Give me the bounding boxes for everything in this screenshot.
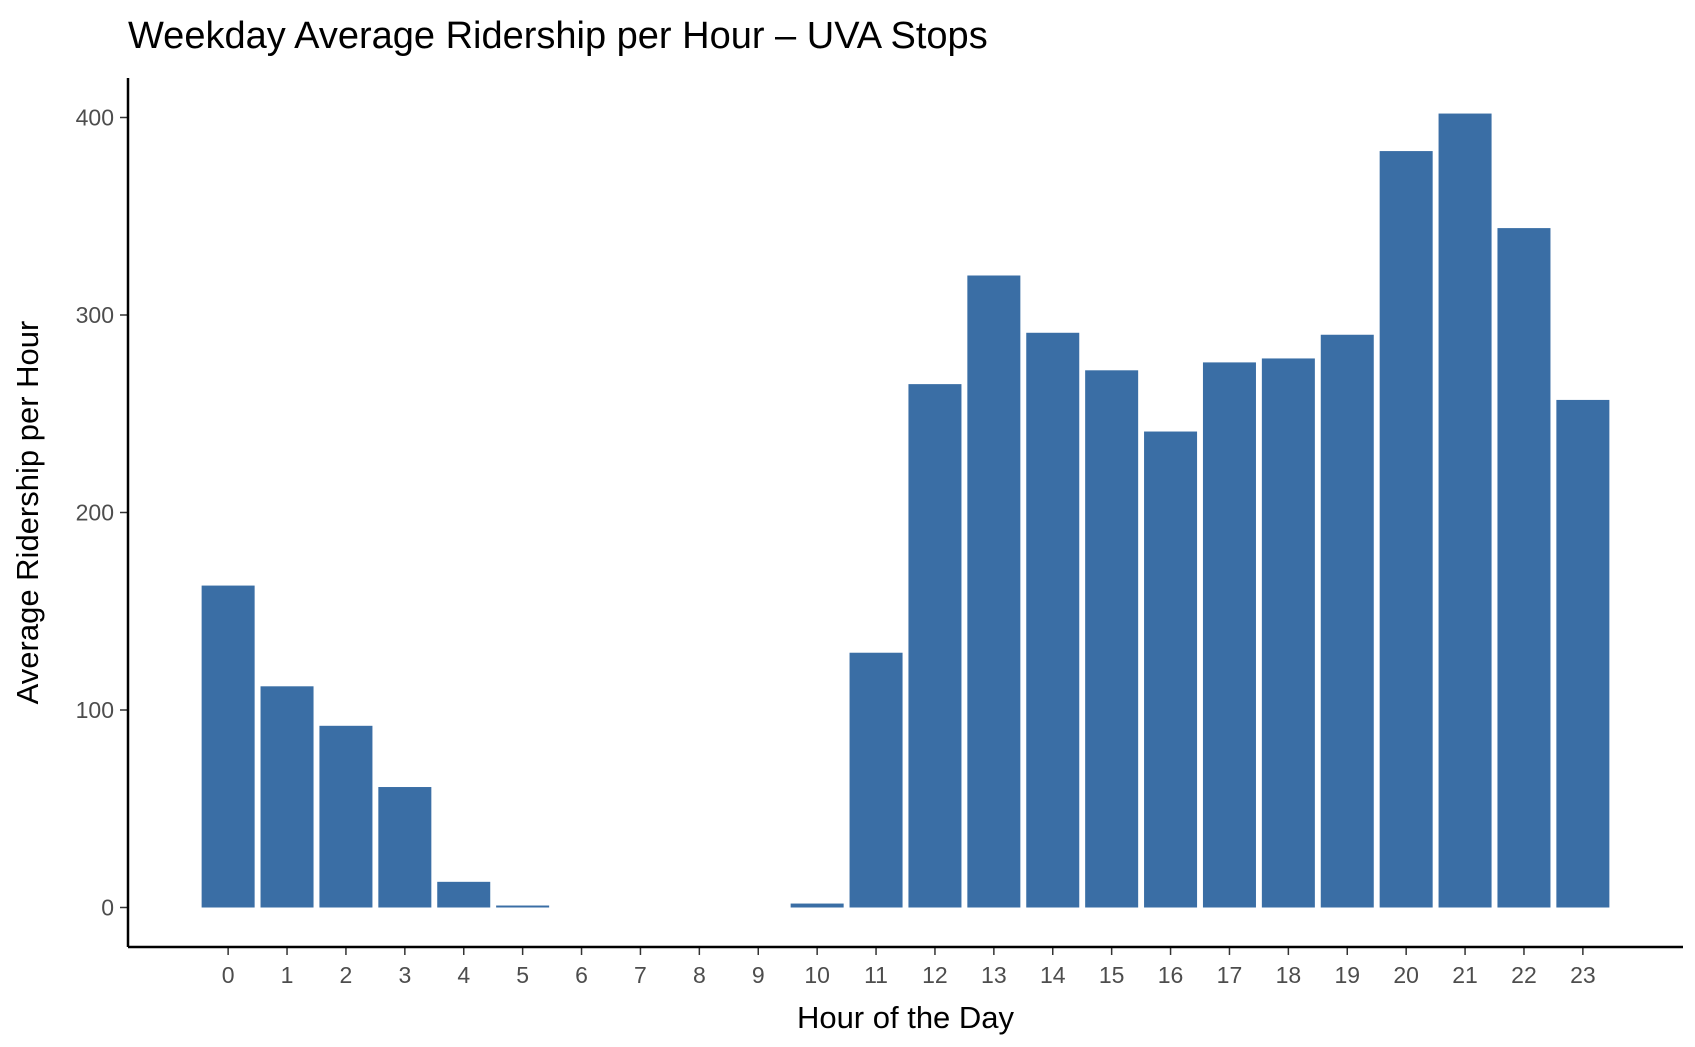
x-tick-label: 8 (693, 962, 706, 988)
x-tick-label: 7 (634, 962, 647, 988)
chart-title: Weekday Average Ridership per Hour – UVA… (128, 15, 988, 57)
x-tick-label: 1 (281, 962, 294, 988)
bar-hour-14 (1026, 332, 1080, 908)
x-tick-label: 19 (1334, 962, 1360, 988)
y-tick-label: 100 (76, 697, 114, 723)
x-tick-label: 18 (1276, 962, 1302, 988)
x-tick-label: 4 (457, 962, 470, 988)
x-tick-label: 11 (864, 962, 888, 988)
x-tick-label: 12 (922, 962, 948, 988)
x-tick-label: 22 (1511, 962, 1537, 988)
y-axis-ticks: 0 100 200 300 400 (76, 105, 128, 921)
bar-hour-5 (496, 905, 550, 908)
bar-hour-4 (437, 881, 491, 908)
bar-hour-12 (908, 384, 962, 908)
bar-hour-13 (967, 275, 1021, 908)
x-tick-label: 10 (804, 962, 830, 988)
x-tick-label: 20 (1393, 962, 1419, 988)
x-tick-label: 16 (1158, 962, 1184, 988)
y-tick-label: 0 (101, 895, 114, 921)
bar-hour-3 (378, 787, 432, 908)
bar-hour-19 (1320, 334, 1374, 908)
y-axis-title: Average Ridership per Hour (10, 321, 45, 705)
bar-hour-18 (1261, 358, 1315, 908)
bar-hour-15 (1085, 370, 1139, 908)
x-tick-label: 14 (1040, 962, 1066, 988)
bar-hour-11 (849, 652, 903, 908)
bar-hour-1 (260, 686, 314, 908)
bar-hour-21 (1438, 113, 1492, 908)
y-tick-label: 200 (76, 500, 114, 526)
y-tick-label: 300 (76, 302, 114, 328)
x-axis-ticks: 0 1 2 3 4 5 6 7 8 9 10 11 12 13 14 15 16 17 18 19 20 21 22 23 (222, 947, 1596, 988)
x-tick-label: 0 (222, 962, 235, 988)
bar-hour-23 (1556, 399, 1610, 908)
x-tick-label: 17 (1217, 962, 1243, 988)
x-tick-label: 2 (340, 962, 353, 988)
x-tick-label: 6 (575, 962, 588, 988)
bar-hour-2 (319, 725, 373, 908)
x-tick-label: 3 (398, 962, 411, 988)
x-tick-label: 15 (1099, 962, 1125, 988)
bar-hour-16 (1144, 431, 1198, 908)
x-tick-label: 9 (752, 962, 765, 988)
bar-hour-0 (201, 585, 255, 908)
bar-hour-20 (1379, 151, 1433, 908)
bar-hour-10 (790, 903, 844, 908)
bars-group (201, 113, 1610, 908)
bar-hour-17 (1202, 362, 1256, 908)
x-tick-label: 13 (981, 962, 1007, 988)
x-axis-title: Hour of the Day (797, 1000, 1015, 1035)
x-tick-label: 21 (1452, 962, 1478, 988)
bar-hour-22 (1497, 228, 1551, 908)
x-tick-label: 23 (1570, 962, 1596, 988)
x-tick-label: 5 (516, 962, 529, 988)
y-tick-label: 400 (76, 105, 114, 131)
